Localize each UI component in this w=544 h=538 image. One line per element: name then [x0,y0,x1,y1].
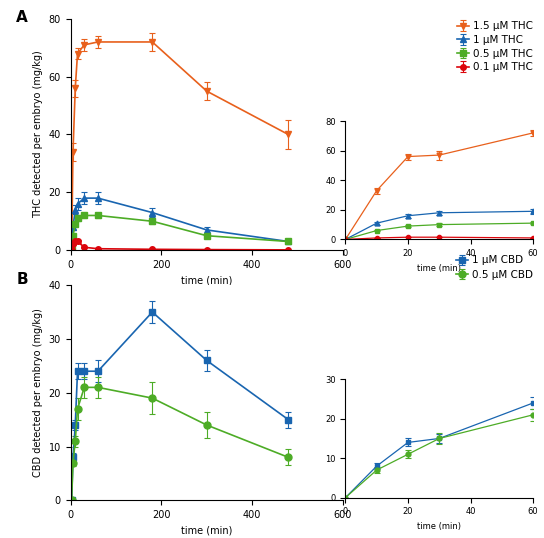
X-axis label: time (min): time (min) [181,526,232,536]
Text: A: A [16,10,28,25]
Legend: 1 μM CBD, 0.5 μM CBD: 1 μM CBD, 0.5 μM CBD [456,256,533,280]
Y-axis label: THC detected per embryo (mg/kg): THC detected per embryo (mg/kg) [33,51,43,218]
Text: B: B [16,272,28,287]
Legend: 1.5 μM THC, 1 μM THC, 0.5 μM THC, 0.1 μM THC: 1.5 μM THC, 1 μM THC, 0.5 μM THC, 0.1 μM… [456,22,533,72]
X-axis label: time (min): time (min) [417,264,461,273]
X-axis label: time (min): time (min) [181,275,232,286]
X-axis label: time (min): time (min) [417,522,461,531]
Y-axis label: CBD detected per embryo (mg/kg): CBD detected per embryo (mg/kg) [33,308,43,477]
